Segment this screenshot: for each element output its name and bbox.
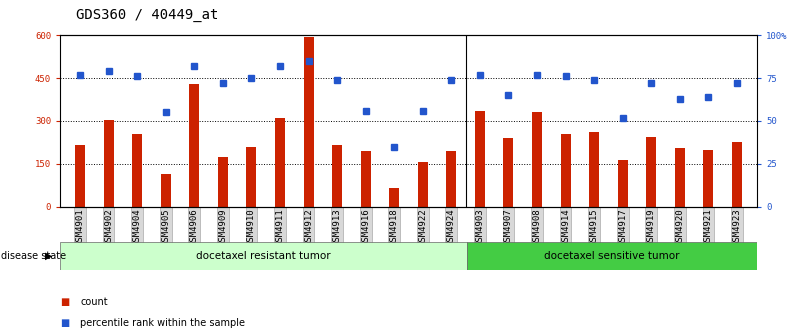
- Bar: [674, 148, 685, 207]
- Text: docetaxel resistant tumor: docetaxel resistant tumor: [196, 251, 331, 261]
- Bar: [703, 150, 714, 207]
- Text: ▶: ▶: [45, 251, 52, 261]
- Text: disease state: disease state: [1, 251, 66, 261]
- Bar: [247, 146, 256, 207]
- Text: ■: ■: [60, 318, 70, 328]
- Bar: [275, 118, 285, 207]
- Text: percentile rank within the sample: percentile rank within the sample: [80, 318, 245, 328]
- Text: GDS360 / 40449_at: GDS360 / 40449_at: [76, 8, 219, 23]
- Bar: [304, 37, 313, 207]
- Bar: [418, 162, 428, 207]
- Bar: [332, 145, 342, 207]
- Bar: [360, 151, 371, 207]
- Bar: [132, 134, 143, 207]
- Bar: [389, 188, 399, 207]
- Bar: [75, 145, 85, 207]
- Bar: [732, 142, 742, 207]
- Bar: [618, 160, 628, 207]
- Bar: [218, 157, 227, 207]
- Bar: [60, 242, 466, 270]
- Text: docetaxel sensitive tumor: docetaxel sensitive tumor: [544, 251, 679, 261]
- Bar: [532, 112, 542, 207]
- Bar: [161, 174, 171, 207]
- Bar: [475, 111, 485, 207]
- Bar: [466, 242, 757, 270]
- Bar: [646, 137, 656, 207]
- Bar: [590, 132, 599, 207]
- Bar: [103, 120, 114, 207]
- Bar: [504, 138, 513, 207]
- Text: ■: ■: [60, 297, 70, 307]
- Text: count: count: [80, 297, 107, 307]
- Bar: [189, 84, 199, 207]
- Bar: [561, 134, 570, 207]
- Bar: [446, 151, 457, 207]
